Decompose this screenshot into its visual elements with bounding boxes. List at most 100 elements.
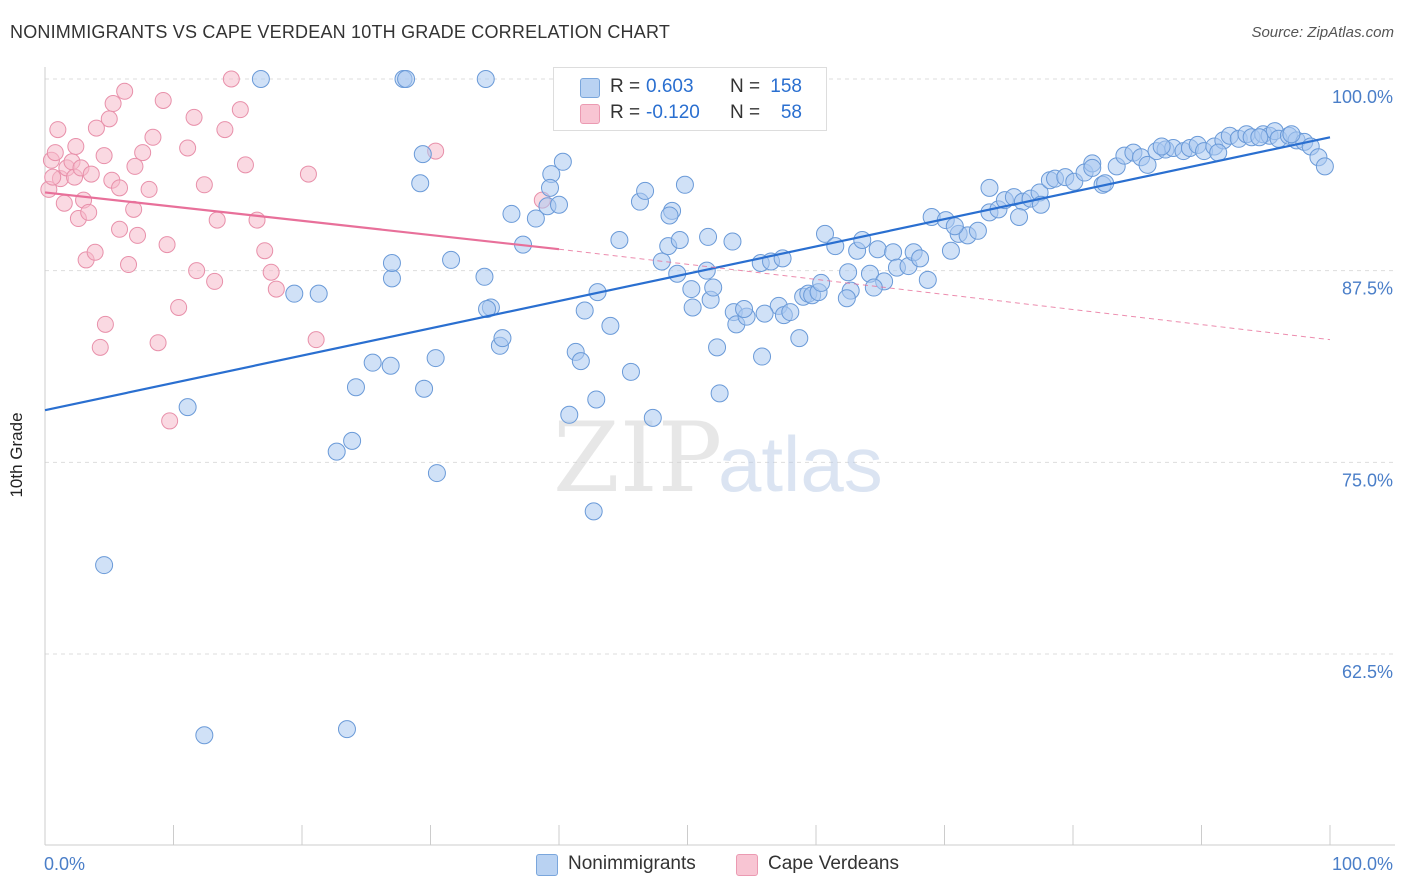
data-point-cape-verdeans xyxy=(134,144,152,162)
data-point-cape-verdeans xyxy=(126,157,144,175)
data-point-nonimmigrants xyxy=(708,338,727,357)
data-point-nonimmigrants xyxy=(413,145,432,164)
data-point-cape-verdeans xyxy=(222,70,240,88)
data-point-nonimmigrants xyxy=(587,390,606,409)
data-point-cape-verdeans xyxy=(299,165,317,183)
y-tick-label: 62.5% xyxy=(1342,662,1393,682)
data-point-cape-verdeans xyxy=(104,95,122,113)
data-point-nonimmigrants xyxy=(178,398,197,417)
data-point-cape-verdeans xyxy=(140,180,158,198)
data-point-nonimmigrants xyxy=(575,301,594,320)
data-point-nonimmigrants xyxy=(95,556,114,575)
data-point-nonimmigrants xyxy=(381,356,400,375)
data-point-nonimmigrants xyxy=(682,280,701,299)
data-point-nonimmigrants xyxy=(710,384,729,403)
source-credit: Source: ZipAtlas.com xyxy=(1251,24,1394,41)
data-point-nonimmigrants xyxy=(723,232,742,251)
data-point-cape-verdeans xyxy=(158,236,176,254)
data-point-nonimmigrants xyxy=(1152,137,1171,156)
data-point-cape-verdeans xyxy=(195,176,213,194)
data-point-nonimmigrants xyxy=(1250,128,1269,147)
data-point-nonimmigrants xyxy=(980,178,999,197)
data-point-cape-verdeans xyxy=(149,334,167,352)
data-point-nonimmigrants xyxy=(560,405,579,424)
data-point-cape-verdeans xyxy=(231,101,249,119)
legend-label: Nonimmigrants xyxy=(568,853,696,874)
data-point-cape-verdeans xyxy=(129,226,147,244)
data-point-nonimmigrants xyxy=(584,502,603,521)
data-point-cape-verdeans xyxy=(80,203,98,221)
data-point-cape-verdeans xyxy=(120,256,138,274)
data-point-nonimmigrants xyxy=(442,250,461,269)
data-point-nonimmigrants xyxy=(346,378,365,397)
r-value: 0.603 xyxy=(646,76,694,97)
data-point-cape-verdeans xyxy=(154,91,172,109)
n-label: N = xyxy=(730,76,761,97)
data-point-nonimmigrants xyxy=(853,231,872,249)
y-tick-labels: 100.0% 87.5% 75.0% 62.5% xyxy=(1332,87,1393,682)
data-point-nonimmigrants xyxy=(610,231,629,249)
data-point-nonimmigrants xyxy=(941,241,960,260)
data-point-cape-verdeans xyxy=(111,220,129,238)
data-point-cape-verdeans xyxy=(267,280,285,298)
data-point-nonimmigrants xyxy=(753,347,772,366)
watermark-zip: ZIP xyxy=(553,402,722,514)
data-point-nonimmigrants xyxy=(363,353,382,372)
r-label: R = xyxy=(610,76,641,97)
data-point-cape-verdeans xyxy=(307,331,325,349)
watermark: ZIP atlas xyxy=(553,402,883,514)
data-point-cape-verdeans xyxy=(44,168,62,186)
data-point-nonimmigrants xyxy=(790,329,809,348)
data-point-cape-verdeans xyxy=(91,338,109,356)
data-point-nonimmigrants xyxy=(478,300,497,318)
data-point-cape-verdeans xyxy=(161,412,179,430)
data-point-cape-verdeans xyxy=(216,121,234,139)
data-point-cape-verdeans xyxy=(86,243,104,261)
data-point-nonimmigrants xyxy=(812,273,831,292)
stats-row-nonimmigrants: R = 0.603 N = 158 xyxy=(554,75,826,101)
data-point-cape-verdeans xyxy=(87,119,105,137)
data-point-nonimmigrants xyxy=(195,726,214,745)
data-point-nonimmigrants xyxy=(918,270,937,289)
n-label: N = xyxy=(730,102,761,123)
data-point-nonimmigrants xyxy=(427,464,446,483)
data-point-nonimmigrants xyxy=(571,352,590,371)
data-point-cape-verdeans xyxy=(144,128,162,146)
data-point-nonimmigrants xyxy=(781,303,800,322)
data-point-nonimmigrants xyxy=(660,206,679,225)
data-point-nonimmigrants xyxy=(415,379,434,398)
n-value: 58 xyxy=(780,102,802,123)
legend-swatch-pink xyxy=(580,104,600,124)
data-point-nonimmigrants xyxy=(704,278,723,297)
data-point-nonimmigrants xyxy=(643,408,662,427)
data-point-nonimmigrants xyxy=(675,175,694,194)
data-point-cape-verdeans xyxy=(236,156,254,174)
data-point-nonimmigrants xyxy=(426,349,445,368)
data-point-nonimmigrants xyxy=(683,298,702,317)
r-label: R = xyxy=(610,102,641,123)
data-point-nonimmigrants xyxy=(411,174,430,193)
n-value: 158 xyxy=(770,76,802,97)
trend-lines xyxy=(44,136,1331,412)
data-point-nonimmigrants xyxy=(502,204,521,223)
cape-verdeans-points xyxy=(40,70,551,430)
data-point-nonimmigrants xyxy=(550,195,568,214)
data-point-nonimmigrants xyxy=(493,329,512,348)
data-point-cape-verdeans xyxy=(206,272,224,290)
data-point-nonimmigrants xyxy=(476,70,495,88)
data-point-cape-verdeans xyxy=(82,165,100,183)
data-point-cape-verdeans xyxy=(262,263,280,281)
nonimmigrants-points xyxy=(95,70,1334,745)
data-point-cape-verdeans xyxy=(96,315,114,333)
data-point-nonimmigrants xyxy=(636,181,655,200)
data-point-cape-verdeans xyxy=(95,147,113,165)
trend-extension-cape-verdeans xyxy=(558,248,1331,341)
data-point-nonimmigrants xyxy=(382,254,401,272)
legend-label: Cape Verdeans xyxy=(768,853,899,874)
data-point-cape-verdeans xyxy=(116,82,134,100)
data-point-cape-verdeans xyxy=(111,179,129,197)
data-point-cape-verdeans xyxy=(208,211,226,229)
x-tick-label: 0.0% xyxy=(44,854,85,874)
data-point-nonimmigrants xyxy=(337,720,356,739)
chart-title: NONIMMIGRANTS VS CAPE VERDEAN 10TH GRADE… xyxy=(10,22,671,42)
